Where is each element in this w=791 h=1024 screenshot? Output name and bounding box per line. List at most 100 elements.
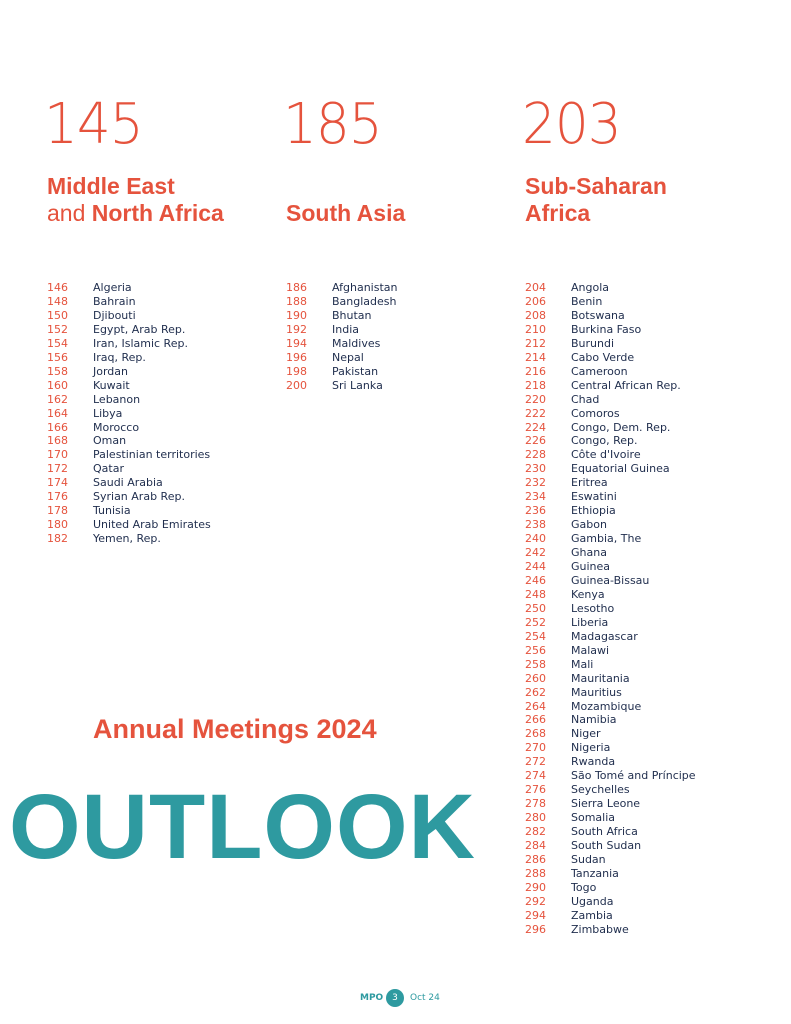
entry-name: Mozambique: [571, 699, 642, 713]
entry-name: United Arab Emirates: [93, 518, 211, 532]
entry-page: 292: [525, 894, 546, 908]
entry-name: Tanzania: [571, 866, 619, 880]
entry-name: Lebanon: [93, 392, 141, 406]
entry-page: 152: [47, 322, 68, 336]
entry-page: 208: [525, 308, 546, 322]
annual-meetings: Annual Meetings 2024: [93, 714, 377, 744]
entry-page: 150: [47, 308, 68, 322]
outlook-title: OUTLOOK: [9, 776, 476, 878]
entry-page: 236: [525, 504, 546, 518]
entry-page: 268: [525, 727, 546, 741]
entry-name: Congo, Dem. Rep.: [571, 420, 671, 434]
entry-page: 266: [525, 713, 546, 727]
entry-name: Zimbabwe: [571, 922, 629, 936]
entry-page: 248: [525, 587, 546, 601]
entry-page: 170: [47, 448, 68, 462]
entry-name: Maldives: [332, 336, 381, 350]
entry-name: South Africa: [571, 825, 638, 839]
entry-page: 230: [525, 462, 546, 476]
entry-page: 258: [525, 657, 546, 671]
entry-name: Pakistan: [332, 364, 379, 378]
entry-name: Togo: [571, 880, 597, 894]
entry-name: Angola: [571, 281, 610, 294]
entry-name: Egypt, Arab Rep.: [93, 322, 186, 336]
section-page-number: 185: [283, 92, 383, 157]
entry-page: 240: [525, 532, 546, 546]
entry-page: 238: [525, 518, 546, 532]
entry-name: Tunisia: [93, 504, 131, 518]
entry-page: 264: [525, 699, 546, 713]
entry-name: Niger: [571, 727, 601, 741]
entry-name: Somalia: [571, 811, 616, 825]
entry-name: Kenya: [571, 587, 605, 601]
entry-name: Liberia: [571, 615, 609, 629]
entry-name: Syrian Arab Rep.: [93, 490, 185, 504]
footer-page: 3: [386, 989, 404, 1007]
entry-name: Equatorial Guinea: [571, 462, 670, 476]
entry-name: Lesotho: [571, 601, 615, 615]
entry-page: 196: [286, 350, 307, 364]
entry-name: Cameroon: [571, 364, 628, 378]
entry-page: 192: [286, 322, 307, 336]
section-page-number: 145: [44, 92, 144, 157]
entry-name: Ethiopia: [571, 504, 616, 518]
entry-page: 224: [525, 420, 546, 434]
entry-name: Kuwait: [93, 378, 130, 392]
entry-name: Botswana: [571, 308, 625, 322]
entry-name: Jordan: [93, 364, 128, 378]
entry-page: 226: [525, 434, 546, 448]
entry-page: 216: [525, 364, 546, 378]
entry-page: 178: [47, 504, 68, 518]
entry-name: Guinea: [571, 560, 611, 573]
title-part: Sub-Saharan: [525, 173, 667, 199]
entry-name: Sudan: [571, 852, 606, 866]
entry-page: 222: [525, 406, 546, 420]
entry-page: 254: [525, 629, 546, 643]
section-page-number: 203: [522, 92, 622, 157]
title-part: Middle East: [47, 173, 175, 199]
entry-page: 286: [525, 852, 546, 866]
entry-page: 148: [47, 294, 68, 308]
entry-name: Bahrain: [93, 294, 136, 308]
entry-name: Malawi: [571, 643, 610, 657]
entry-name: Yemen, Rep.: [93, 532, 161, 546]
section-title: Middle East and North Africa: [47, 173, 224, 227]
entry-name: Djibouti: [93, 308, 136, 322]
entry-page: 260: [525, 671, 546, 685]
entry-page: 250: [525, 601, 546, 615]
entry-name: Ghana: [571, 546, 607, 560]
entry-page: 280: [525, 811, 546, 825]
entry-page: 194: [286, 336, 307, 350]
entry-name: Afghanistan: [332, 281, 398, 294]
entry-name: Chad: [571, 392, 600, 406]
entry-page: 278: [525, 797, 546, 811]
entry-name: Cabo Verde: [571, 350, 635, 364]
entry-page: 290: [525, 880, 546, 894]
entry-name: São Tomé and Príncipe: [571, 769, 696, 783]
entry-page: 214: [525, 350, 546, 364]
entry-name: Gambia, The: [571, 532, 642, 546]
title-part: North Africa: [91, 200, 224, 226]
title-part: South Asia: [286, 200, 406, 226]
entry-page: 146: [47, 281, 68, 294]
section-title: South Asia: [286, 200, 405, 227]
entry-name: South Sudan: [571, 839, 642, 852]
entry-name: Bangladesh: [332, 294, 397, 308]
entry-name: Namibia: [571, 713, 617, 727]
title-part: Africa: [525, 200, 591, 226]
entry-name: Nepal: [332, 350, 364, 364]
entry-name: Eritrea: [571, 476, 608, 490]
entry-page: 282: [525, 825, 546, 839]
entry-name: Bhutan: [332, 308, 372, 322]
title-line: South Asia: [286, 200, 405, 227]
entry-page: 204: [525, 281, 546, 294]
entry-name: Congo, Rep.: [571, 434, 638, 448]
entry-page: 218: [525, 378, 546, 392]
entry-page: 294: [525, 908, 546, 922]
entry-page: 232: [525, 476, 546, 490]
entry-page: 272: [525, 755, 546, 769]
title-line: Sub-Saharan: [525, 173, 667, 200]
entry-page: 284: [525, 839, 546, 852]
entry-name: Eswatini: [571, 490, 617, 504]
